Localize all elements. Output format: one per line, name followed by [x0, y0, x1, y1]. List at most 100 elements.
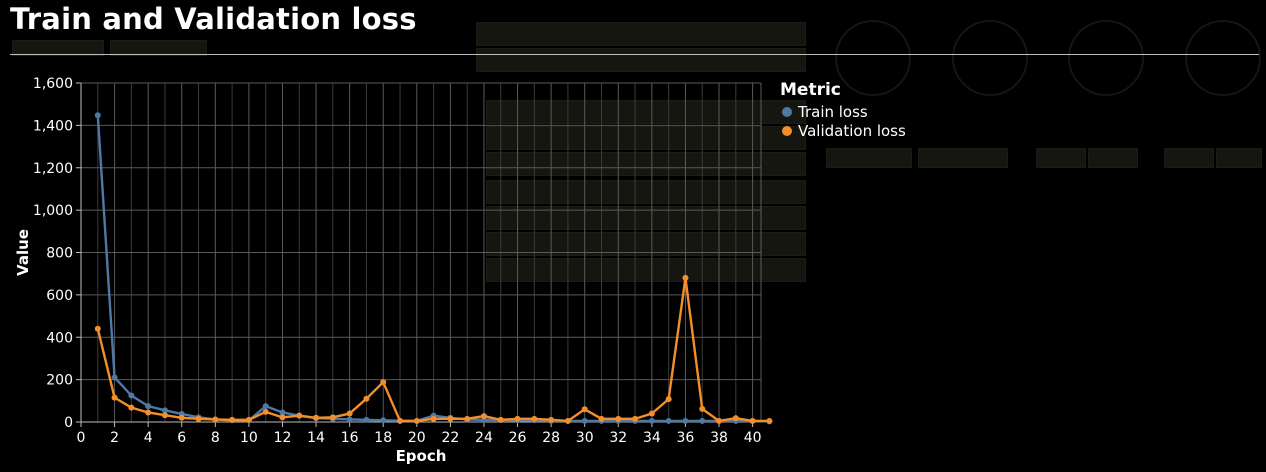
y-tick-label: 0	[64, 415, 73, 431]
data-point	[262, 403, 269, 410]
background-panel-bar	[1088, 148, 1138, 168]
y-tick-label: 800	[46, 246, 73, 262]
y-tick-label: 200	[46, 373, 73, 389]
data-point	[447, 415, 454, 422]
x-axis-title: Epoch	[396, 447, 447, 465]
legend-label-validation-loss: Validation loss	[798, 121, 906, 140]
x-tick-label: 6	[177, 430, 186, 446]
y-tick-label: 600	[46, 288, 73, 304]
data-point	[313, 414, 320, 421]
data-point	[699, 405, 706, 412]
page-title: Train and Validation loss	[10, 2, 417, 36]
data-point	[161, 407, 168, 414]
background-panel-bar	[826, 148, 912, 168]
data-point	[329, 414, 336, 421]
background-gauge	[952, 20, 1028, 96]
data-point	[430, 415, 437, 422]
data-point	[195, 415, 202, 422]
data-point	[212, 416, 219, 423]
data-point	[531, 415, 538, 422]
x-tick-label: 8	[211, 430, 220, 446]
data-point	[413, 417, 420, 424]
data-point	[128, 404, 135, 411]
legend-title: Metric	[780, 80, 841, 100]
y-axis-ticks: 0 200 400 600 800 1,000 1,200 1,400 1,600	[33, 76, 81, 431]
data-point	[480, 413, 487, 420]
legend-label-train-loss: Train loss	[798, 102, 868, 121]
x-tick-label: 12	[274, 430, 292, 446]
data-point	[397, 417, 404, 424]
chart-grid	[81, 82, 761, 423]
background-panel-bar	[476, 22, 806, 46]
data-point	[464, 415, 471, 422]
data-point	[245, 416, 252, 423]
background-panel-bar	[12, 40, 104, 56]
data-point	[548, 416, 555, 423]
data-point	[682, 274, 689, 281]
x-tick-label: 14	[307, 430, 325, 446]
data-point	[699, 417, 706, 424]
data-point	[145, 403, 152, 410]
x-tick-label: 34	[643, 430, 661, 446]
data-point	[94, 325, 101, 332]
x-tick-label: 32	[609, 430, 627, 446]
data-point	[279, 414, 286, 421]
data-point	[581, 406, 588, 413]
data-point	[732, 415, 739, 422]
data-point	[581, 417, 588, 424]
y-tick-label: 1,600	[33, 76, 73, 92]
y-axis-title: Value	[14, 229, 32, 276]
data-point	[279, 409, 286, 416]
data-point	[111, 374, 118, 381]
data-point	[229, 416, 236, 423]
x-tick-label: 22	[441, 430, 459, 446]
y-tick-label: 1,400	[33, 118, 73, 134]
background-panel-bar	[1216, 148, 1262, 168]
data-point	[665, 417, 672, 424]
chart-series	[94, 112, 773, 425]
x-tick-label: 38	[710, 430, 728, 446]
data-point	[380, 379, 387, 386]
x-tick-label: 30	[576, 430, 594, 446]
data-point	[161, 412, 168, 419]
y-tick-label: 1,200	[33, 161, 73, 177]
data-point	[363, 416, 370, 423]
data-point	[615, 415, 622, 422]
data-point	[766, 417, 773, 424]
data-point	[128, 392, 135, 399]
series-validation-loss	[94, 274, 773, 424]
data-point	[514, 415, 521, 422]
x-tick-label: 2	[110, 430, 119, 446]
x-tick-label: 40	[744, 430, 762, 446]
y-tick-label: 1,000	[33, 203, 73, 219]
y-tick-label: 400	[46, 330, 73, 346]
data-point	[648, 417, 655, 424]
background-gauge	[1068, 20, 1144, 96]
data-point	[665, 396, 672, 403]
data-point	[346, 416, 353, 423]
data-point	[346, 410, 353, 417]
x-tick-label: 20	[408, 430, 426, 446]
background-panel-bar	[110, 40, 207, 56]
data-point	[380, 417, 387, 424]
background-panel-bar	[1164, 148, 1214, 168]
data-point	[598, 415, 605, 422]
x-tick-label: 10	[240, 430, 258, 446]
x-tick-label: 24	[475, 430, 493, 446]
data-point	[262, 408, 269, 415]
data-point	[94, 112, 101, 119]
data-point	[497, 416, 504, 423]
x-tick-label: 0	[77, 430, 86, 446]
data-point	[145, 409, 152, 416]
data-point	[648, 410, 655, 417]
background-panel-bar	[476, 48, 806, 72]
legend-item-train-loss: Train loss	[780, 102, 906, 121]
title-divider	[10, 54, 1259, 55]
data-point	[111, 394, 118, 401]
x-tick-label: 26	[509, 430, 527, 446]
data-point	[716, 417, 723, 424]
legend-marker-train-loss	[782, 106, 792, 117]
background-panel-bar	[1036, 148, 1086, 168]
legend-item-validation-loss: Validation loss	[780, 121, 906, 140]
